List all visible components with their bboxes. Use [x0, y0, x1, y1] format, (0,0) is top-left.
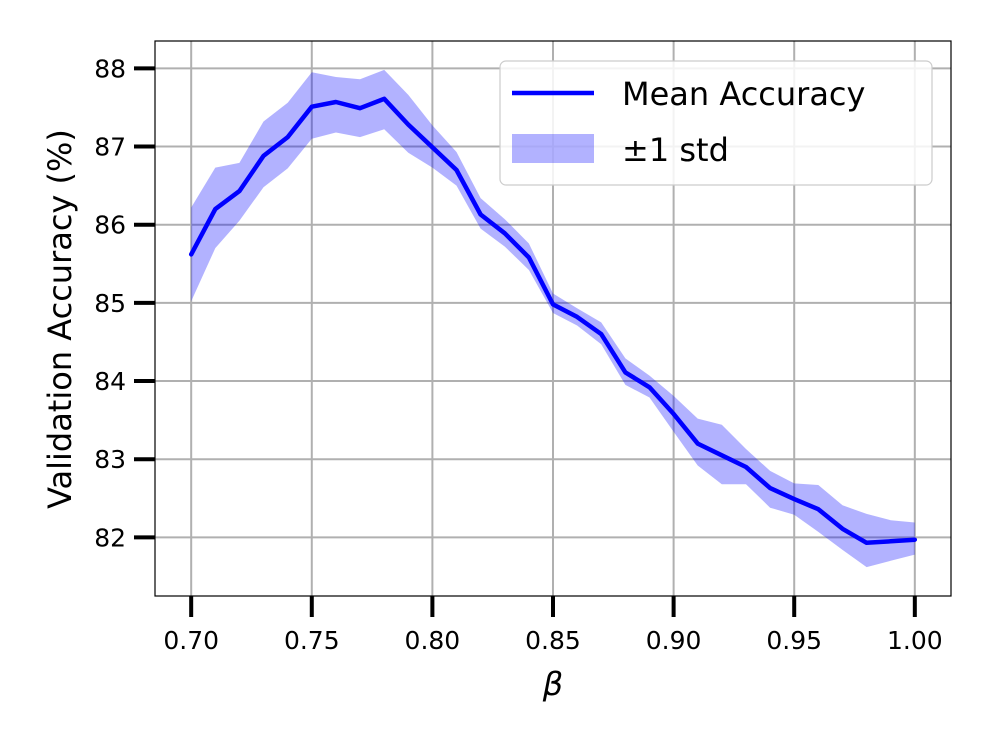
y-tick-label: 87 — [94, 133, 126, 162]
std-band-layer — [191, 69, 915, 568]
std-band — [191, 69, 915, 568]
x-tick-label: 0.95 — [766, 626, 822, 655]
x-tick-label: 0.85 — [525, 626, 581, 655]
x-tick-label: 1.00 — [887, 626, 943, 655]
x-tick-label: 0.75 — [284, 626, 340, 655]
x-tick-label: 0.70 — [163, 626, 219, 655]
y-tick-label: 85 — [94, 289, 126, 318]
x-tick-label: 0.90 — [646, 626, 702, 655]
y-tick-label: 88 — [94, 54, 126, 83]
legend-frame — [499, 60, 933, 186]
legend: Mean Accuracy ±1 std — [499, 60, 933, 186]
legend-band-swatch — [512, 134, 594, 163]
y-tick-label: 86 — [94, 211, 126, 240]
y-axis-label: Validation Accuracy (%) — [41, 129, 79, 509]
mean-accuracy-line — [188, 96, 918, 546]
x-axis-label: β — [542, 665, 563, 703]
y-tick-label: 84 — [94, 367, 126, 396]
legend-label-mean: Mean Accuracy — [622, 75, 865, 113]
x-axis-ticks: 0.70 0.75 0.80 0.85 0.90 0.95 1.00 — [163, 596, 943, 655]
y-tick-label: 83 — [94, 445, 126, 474]
y-tick-label: 82 — [94, 523, 126, 552]
x-tick-label: 0.80 — [405, 626, 461, 655]
series-line-layer — [188, 96, 918, 546]
y-axis-ticks: 82 83 84 85 86 87 88 — [94, 54, 155, 552]
legend-label-std: ±1 std — [622, 131, 729, 169]
